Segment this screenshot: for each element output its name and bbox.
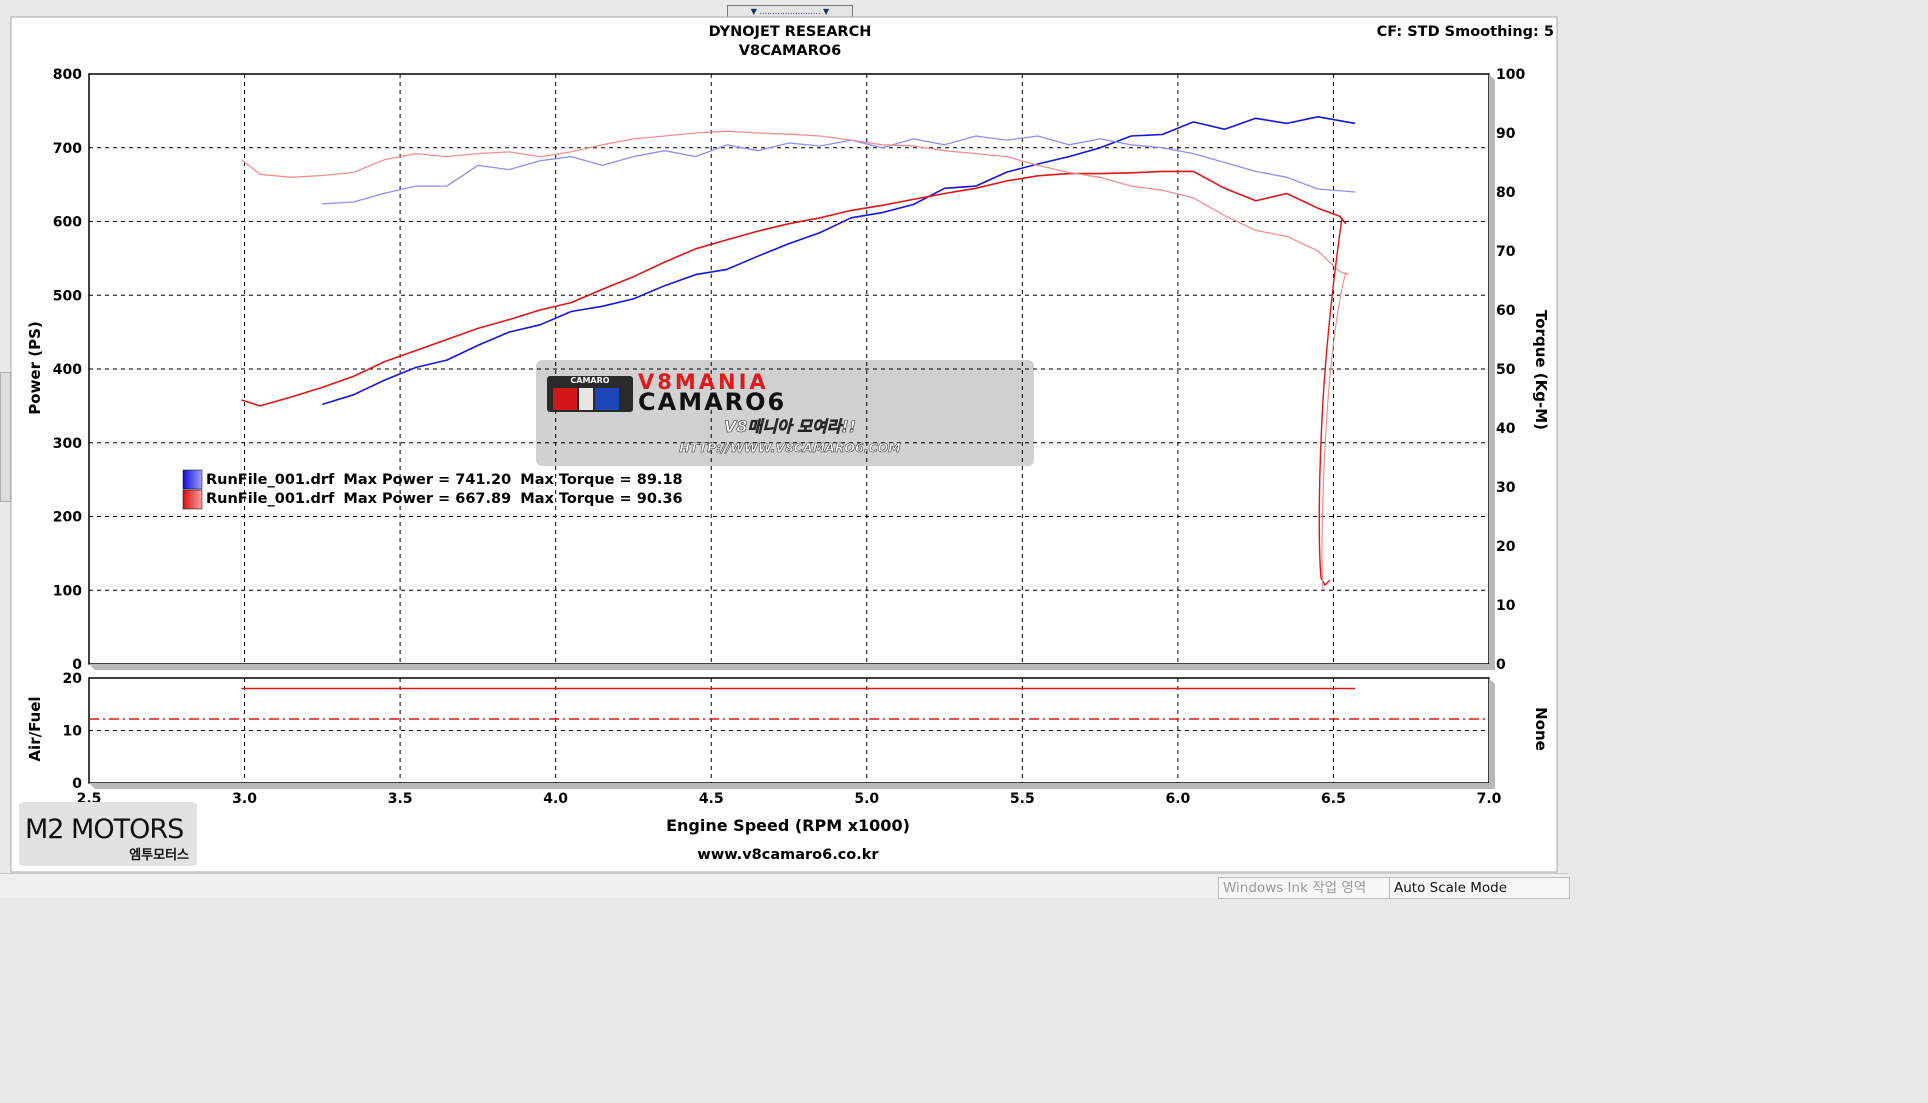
settings-readout: CF: STD Smoothing: 5 xyxy=(1377,24,1554,40)
rpm-tick-label: 4.0 xyxy=(543,791,568,807)
main-grid xyxy=(89,74,1489,664)
afr-series-layer xyxy=(89,687,1489,720)
chart-subtitle: V8CAMARO6 xyxy=(739,43,841,59)
rpm-tick-label: 5.5 xyxy=(1010,791,1035,807)
footer-site: www.v8camaro6.co.kr xyxy=(697,847,879,863)
torque-tick-label: 80 xyxy=(1496,185,1516,201)
legend-1-max-power: Max Power = 741.20 xyxy=(343,472,511,488)
torque-axis-label: Torque (Kg-M) xyxy=(1532,310,1550,430)
power-dropoff-trace xyxy=(1318,217,1343,587)
rpm-tick-label: 6.5 xyxy=(1321,791,1346,807)
dyno-chart: DYNOJET RESEARCH V8CAMARO6 CF: STD Smoot… xyxy=(10,16,1558,873)
legend-1-file: RunFile_001.drf xyxy=(206,472,335,488)
afr-tick-label: 20 xyxy=(63,671,83,687)
legend-row-2: RunFile_001.drf Max Power = 667.89 Max T… xyxy=(206,491,683,507)
rpm-tick-label: 7.0 xyxy=(1477,791,1502,807)
torque-dropoff-trace xyxy=(1321,271,1347,591)
badge-blue-block xyxy=(595,388,619,410)
rpm-axis-label: Engine Speed (RPM x1000) xyxy=(666,816,910,835)
power-tick-label: 400 xyxy=(53,362,82,378)
watermark-badge-text: CAMARO xyxy=(570,376,609,385)
chart-title: DYNOJET RESEARCH xyxy=(709,24,872,40)
rpm-tick-label: 6.0 xyxy=(1165,791,1190,807)
torque-tick-label: 70 xyxy=(1496,244,1516,260)
rpm-x-ticks: 2.5 3.0 3.5 4.0 4.5 5.0 5.5 6.0 6.5 7.0 xyxy=(77,791,1502,807)
torque-tick-label: 60 xyxy=(1496,303,1516,319)
v8mania-watermark: CAMARO V8MANIA CAMARO6 V8매니아 모여라!! HTTP:… xyxy=(536,360,1034,466)
badge-white-block xyxy=(579,388,593,410)
afr-right-axis-label: None xyxy=(1532,707,1550,751)
power-tick-label: 600 xyxy=(53,215,82,231)
rpm-tick-label: 3.0 xyxy=(232,791,257,807)
series-line-power-0 xyxy=(322,116,1356,406)
m2-motors-logo: M2 MOTORS 엠투모터스 xyxy=(19,802,197,866)
afr-tick-label: 10 xyxy=(63,724,83,740)
power-tick-label: 800 xyxy=(53,67,82,83)
rpm-dropoff-traces xyxy=(1318,217,1347,591)
torque-tick-label: 90 xyxy=(1496,126,1516,142)
power-tick-label: 500 xyxy=(53,288,82,304)
dyno-app-window: ▼ ........................ ▼ DYNOJET RES… xyxy=(0,5,1570,899)
rpm-tick-label: 5.0 xyxy=(854,791,879,807)
torque-tick-label: 30 xyxy=(1496,480,1516,496)
legend-swatch-blue xyxy=(182,469,203,490)
status-bar: Windows Ink 작업 영역 Auto Scale Mode xyxy=(0,873,1570,899)
logo-sub-text: 엠투모터스 xyxy=(129,848,189,863)
watermark-brand-line1: V8MANIA xyxy=(638,370,769,394)
torque-tick-label: 10 xyxy=(1496,598,1516,614)
main-series-layer xyxy=(240,116,1356,407)
legend-swatch-red xyxy=(182,489,203,510)
power-tick-label: 300 xyxy=(53,436,82,452)
rpm-tick-label: 3.5 xyxy=(388,791,413,807)
rpm-tick-label: 4.5 xyxy=(699,791,724,807)
power-tick-label: 100 xyxy=(53,583,82,599)
legend-row-1: RunFile_001.drf Max Power = 741.20 Max T… xyxy=(206,472,683,488)
power-tick-label: 700 xyxy=(53,141,82,157)
torque-tick-label: 20 xyxy=(1496,539,1516,555)
logo-main-text: M2 MOTORS xyxy=(25,814,184,845)
torque-y-ticks: 0 10 20 30 40 50 60 70 80 90 100 xyxy=(1496,67,1525,673)
power-y-ticks: 0 100 200 300 400 500 600 700 800 xyxy=(53,67,82,673)
torque-tick-label: 40 xyxy=(1496,421,1516,437)
series-line-power-1 xyxy=(241,170,1347,407)
series-line-torque-2 xyxy=(322,135,1356,205)
legend-1-max-torque: Max Torque = 89.18 xyxy=(520,472,682,488)
power-tick-label: 200 xyxy=(53,510,82,526)
watermark-brand-line2: CAMARO6 xyxy=(638,388,786,416)
watermark-korean: V8매니아 모여라!! xyxy=(724,417,856,436)
auto-scale-mode-cell[interactable]: Auto Scale Mode xyxy=(1389,877,1570,899)
watermark-panel xyxy=(536,360,1034,466)
power-tick-label: 0 xyxy=(72,657,82,673)
afr-axis-label: Air/Fuel xyxy=(26,696,44,761)
torque-tick-label: 0 xyxy=(1496,657,1506,673)
afr-tick-label: 0 xyxy=(72,776,82,792)
series-line-torque-3 xyxy=(240,130,1350,276)
torque-tick-label: 50 xyxy=(1496,362,1516,378)
afr-grid xyxy=(89,678,1489,783)
legend-2-max-torque: Max Torque = 90.36 xyxy=(520,491,682,507)
power-axis-label: Power (PS) xyxy=(26,321,44,414)
legend-2-file: RunFile_001.drf xyxy=(206,491,335,507)
torque-tick-label: 100 xyxy=(1496,67,1525,83)
windows-ink-cell[interactable]: Windows Ink 작업 영역 xyxy=(1218,877,1394,899)
legend: RunFile_001.drf Max Power = 741.20 Max T… xyxy=(182,469,683,510)
badge-red-block xyxy=(553,388,577,410)
afr-y-ticks: 0 10 20 xyxy=(63,671,83,792)
watermark-url: HTTP://WWW.V8CAMARO6.COM xyxy=(679,440,901,455)
legend-2-max-power: Max Power = 667.89 xyxy=(343,491,511,507)
